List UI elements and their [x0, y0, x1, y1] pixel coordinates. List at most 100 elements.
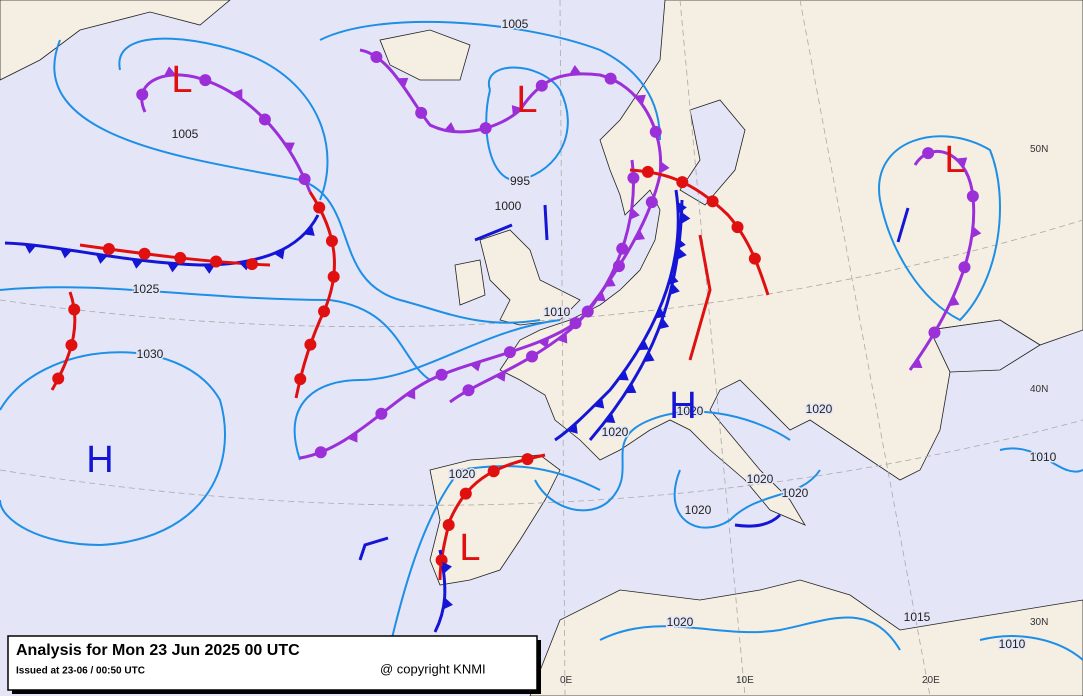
graticule-label: 40N	[1030, 384, 1048, 395]
front-symbol	[325, 235, 338, 248]
pressure-systems: L L L L H H	[86, 59, 965, 569]
front-symbol	[65, 339, 78, 352]
isobar-labels: 1005 1005 995 1000 1025 1030 1010 1020 1…	[131, 16, 1058, 653]
front-symbol	[604, 276, 616, 287]
front-symbol	[167, 262, 180, 273]
front-symbol	[928, 326, 941, 339]
front-symbol	[538, 337, 550, 349]
isobar-label: 1010	[999, 637, 1026, 651]
front-symbol	[495, 371, 506, 382]
front-symbol	[676, 176, 689, 189]
front-symbol	[24, 244, 37, 254]
front-symbol	[526, 350, 539, 363]
low-center: L	[171, 59, 192, 101]
front-symbol	[569, 65, 582, 75]
cold-front	[588, 199, 684, 441]
front-symbol	[462, 384, 475, 397]
front-symbol	[557, 332, 568, 344]
isobar-label: 1020	[449, 467, 476, 481]
front-symbol	[443, 597, 453, 610]
front-symbol	[318, 305, 331, 318]
front-symbol	[163, 66, 176, 76]
front-symbol	[948, 295, 960, 307]
front-symbol	[668, 273, 679, 285]
warm-front	[629, 168, 770, 296]
graticule-label: 10E	[736, 675, 754, 686]
front-symbol	[956, 157, 968, 168]
front-symbol	[327, 270, 340, 283]
isobar-label: 1010	[1030, 450, 1057, 464]
front-symbol	[680, 211, 691, 224]
front-symbol	[676, 247, 687, 260]
isobar-label: 995	[510, 174, 530, 188]
front-symbol	[966, 190, 979, 203]
title-box: Analysis for Mon 23 Jun 2025 00 UTC Issu…	[7, 635, 541, 694]
front-symbol	[567, 422, 578, 434]
cold-front	[554, 189, 680, 442]
front-symbol	[136, 88, 149, 101]
isobar-label: 1005	[172, 127, 199, 141]
front-symbol	[459, 487, 472, 500]
front-symbol	[748, 252, 761, 265]
front-symbol	[604, 72, 617, 85]
front-symbol	[52, 372, 65, 385]
front-symbol	[676, 237, 686, 250]
front-symbol	[370, 51, 383, 64]
front-symbol	[405, 388, 416, 400]
front-symbol	[469, 361, 482, 372]
front-symbol	[442, 561, 452, 574]
front-symbol	[60, 248, 73, 259]
front-symbol	[397, 77, 409, 88]
front-symbol	[569, 317, 582, 330]
front-symbol	[655, 307, 666, 319]
front-symbol	[68, 303, 81, 316]
front-symbol	[593, 397, 605, 409]
front-symbol	[677, 201, 687, 214]
graticule-label: 0E	[560, 675, 573, 686]
front-symbol	[612, 260, 625, 273]
front-symbol	[641, 165, 654, 178]
front-symbol	[503, 346, 516, 359]
front-symbol	[102, 243, 115, 256]
front-symbol	[304, 338, 317, 351]
isobar-label: 1030	[137, 347, 164, 361]
front-symbol	[535, 79, 548, 92]
front-symbol	[638, 339, 649, 351]
front-symbol	[922, 147, 935, 160]
front-symbol	[246, 258, 259, 271]
front-symbol	[479, 122, 492, 135]
high-center: H	[669, 385, 696, 427]
isobar-label: 1010	[544, 305, 571, 319]
front-symbol	[627, 171, 640, 184]
front-symbol	[706, 195, 719, 208]
front-symbol	[616, 242, 629, 255]
front-symbol	[131, 259, 144, 269]
front-symbol	[298, 173, 311, 186]
graticule-labels: 50N 40N 30N 0E 10E 20E	[560, 144, 1048, 686]
front-symbol	[347, 431, 358, 443]
front-symbol	[625, 382, 637, 394]
isobar-label: 1020	[685, 503, 712, 517]
front-symbol	[444, 122, 456, 132]
front-symbol	[273, 248, 285, 260]
fronts	[4, 48, 982, 633]
front-symbol	[138, 247, 151, 260]
front-symbol	[643, 351, 655, 363]
isobar-label: 1020	[602, 425, 629, 439]
front-symbol	[604, 412, 616, 423]
front-symbol	[595, 290, 606, 302]
graticule-label: 30N	[1030, 617, 1048, 628]
front-symbol	[731, 221, 744, 234]
front-symbol	[629, 207, 640, 220]
front-symbol	[203, 264, 216, 274]
issued: Issued at 23-06 / 00:50 UTC	[16, 666, 145, 677]
front-symbol	[415, 106, 428, 119]
front-symbol	[511, 105, 523, 116]
isobar-label: 1025	[133, 282, 160, 296]
cold-front	[4, 214, 320, 267]
front-symbol	[971, 226, 982, 239]
front-symbol	[210, 255, 223, 268]
isobar-label: 1020	[782, 486, 809, 500]
